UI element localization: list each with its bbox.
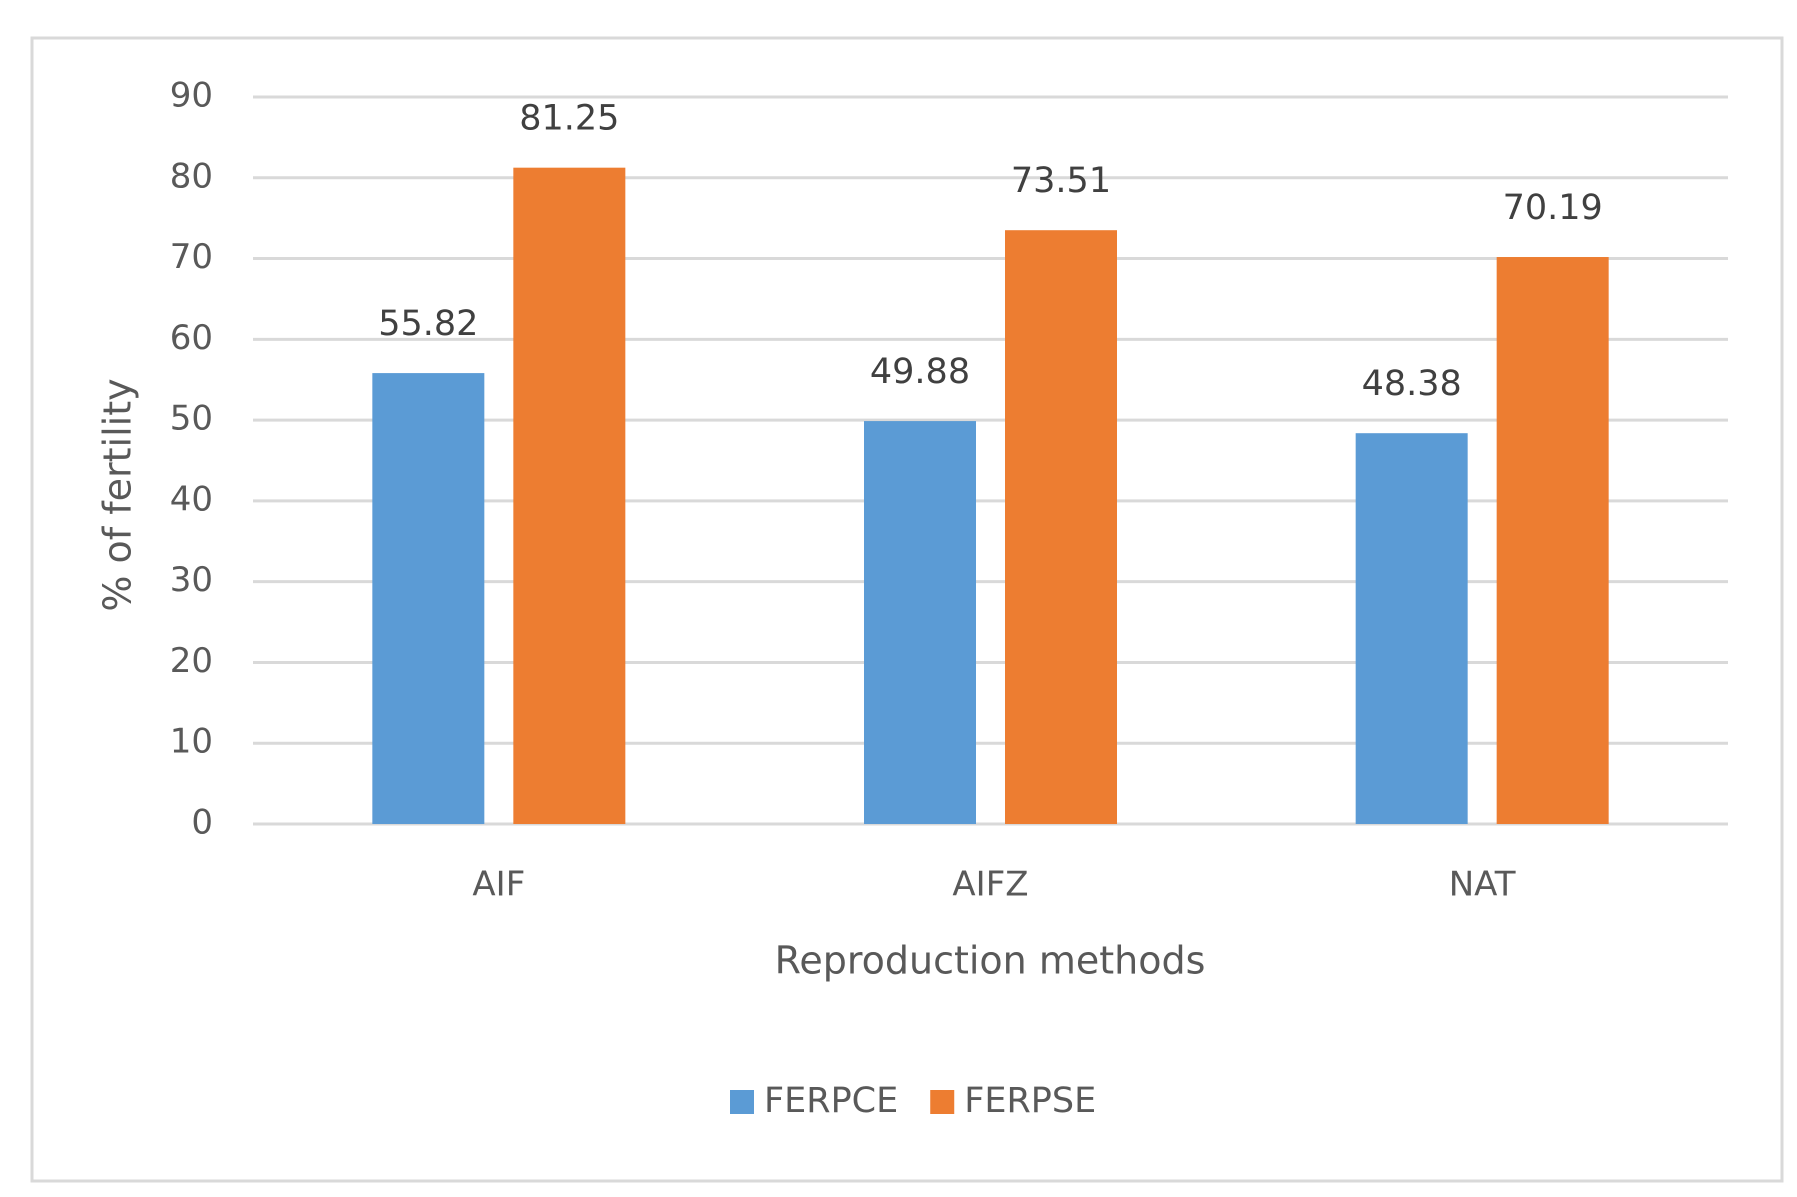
value-label: 70.19 [1503, 188, 1603, 228]
bar [1355, 433, 1468, 824]
legend-label: FERPCE [764, 1081, 898, 1121]
y-tick-label: 10 [170, 722, 213, 762]
y-tick-label: 40 [170, 479, 213, 519]
bar [513, 167, 626, 825]
legend-swatch [730, 1090, 754, 1114]
bar [1005, 230, 1117, 824]
y-tick-label: 60 [170, 318, 213, 358]
legend-swatch [930, 1090, 955, 1114]
value-label: 55.82 [378, 304, 478, 344]
x-tick-label: NAT [1449, 865, 1516, 905]
value-label: 48.38 [1362, 364, 1462, 404]
y-tick-label: 20 [170, 641, 213, 681]
legend-label: FERPSE [964, 1081, 1096, 1121]
bar [864, 421, 976, 824]
y-tick-label: 80 [170, 156, 213, 196]
value-label: 73.51 [1011, 161, 1111, 201]
x-tick-label: AIF [472, 865, 525, 905]
x-axis-title: Reproduction methods [775, 939, 1206, 983]
value-label: 81.25 [519, 99, 619, 139]
x-tick-label: AIFZ [952, 865, 1028, 905]
y-tick-label: 70 [170, 237, 213, 277]
y-tick-label: 90 [170, 76, 213, 116]
bar [1496, 257, 1609, 825]
y-tick-label: 0 [191, 803, 213, 843]
y-axis-title: % of fertility [96, 378, 140, 611]
y-tick-label: 50 [170, 399, 213, 439]
bar [372, 373, 485, 824]
value-label: 49.88 [870, 352, 970, 392]
y-tick-label: 30 [170, 560, 213, 600]
